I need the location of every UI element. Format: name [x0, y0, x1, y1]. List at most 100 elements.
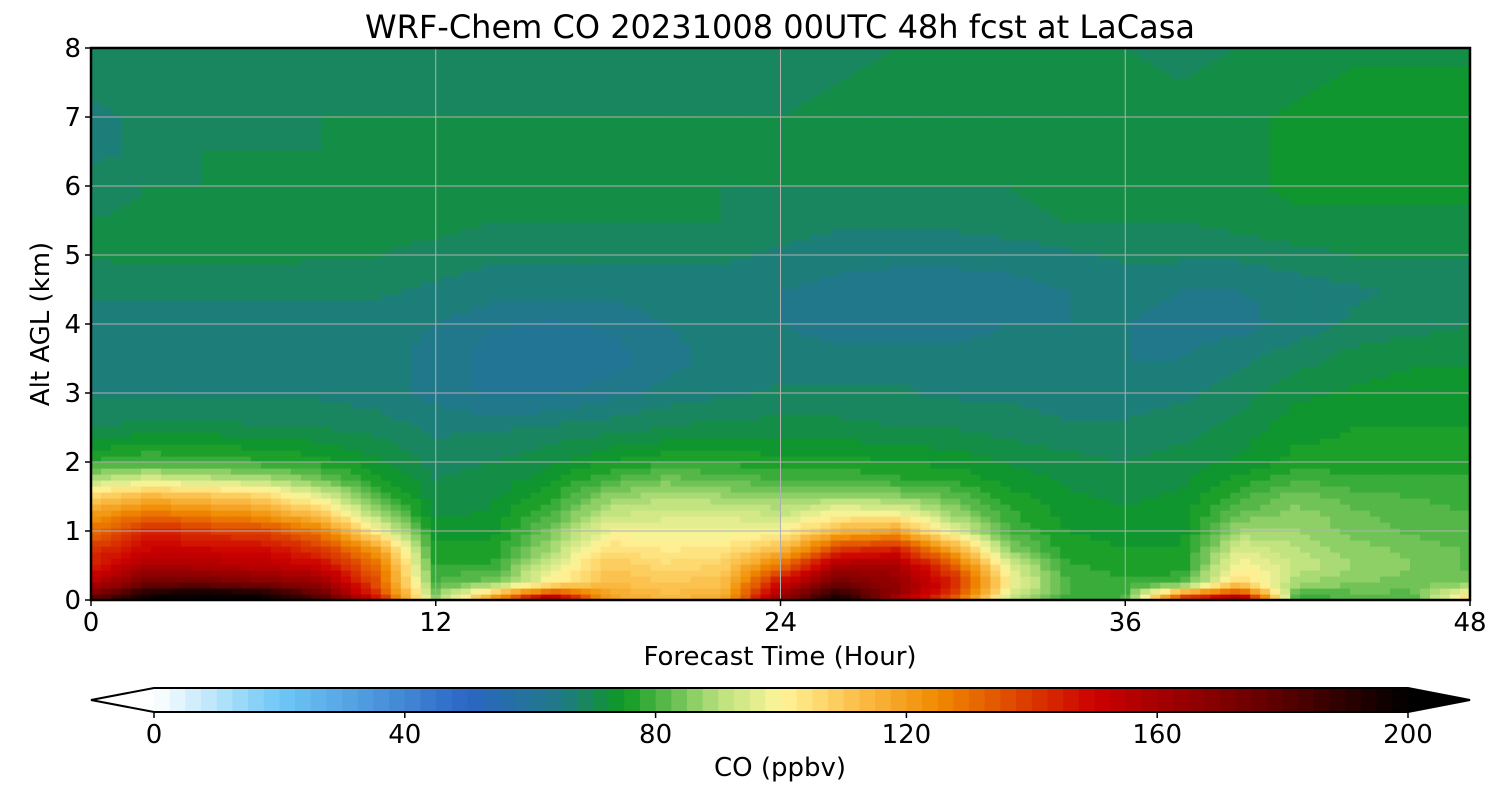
heatmap-cell — [1190, 414, 1201, 421]
heatmap-cell — [860, 582, 872, 589]
heatmap-cell — [600, 498, 612, 505]
heatmap-cell — [610, 552, 622, 559]
heatmap-cell — [100, 588, 112, 595]
heatmap-cell — [280, 468, 292, 475]
heatmap-cell — [780, 504, 792, 511]
heatmap-cell — [140, 564, 152, 571]
heatmap-cell — [890, 396, 902, 403]
heatmap-cell — [260, 534, 272, 541]
heatmap-cell — [920, 402, 931, 409]
heatmap-cell — [260, 540, 272, 547]
heatmap-cell — [220, 456, 232, 463]
heatmap-cell — [560, 396, 572, 403]
heatmap-cell — [1150, 492, 1161, 499]
heatmap-cell — [320, 564, 332, 571]
heatmap-cell — [240, 564, 252, 571]
heatmap-cell — [400, 516, 412, 523]
heatmap-cell — [910, 456, 921, 463]
heatmap-cell — [310, 456, 322, 463]
heatmap-cell — [820, 516, 832, 523]
heatmap-cell — [120, 486, 132, 493]
heatmap-cell — [470, 576, 482, 583]
heatmap-cell — [1370, 468, 1381, 475]
heatmap-cell — [480, 456, 492, 463]
heatmap-cell — [1070, 492, 1081, 499]
heatmap-cell — [1300, 516, 1311, 523]
heatmap-cell — [280, 474, 292, 481]
heatmap-cell — [170, 450, 182, 457]
heatmap-cell — [660, 456, 672, 463]
heatmap-cell — [1360, 492, 1371, 499]
heatmap-cell — [820, 462, 832, 469]
heatmap-cell — [580, 420, 592, 427]
heatmap-cell — [900, 450, 911, 457]
heatmap-cell — [91, 516, 102, 523]
heatmap-cell — [1210, 570, 1221, 577]
heatmap-cell — [1060, 546, 1071, 553]
heatmap-cell — [300, 456, 312, 463]
heatmap-cell — [700, 522, 712, 529]
heatmap-cell — [1210, 474, 1221, 481]
heatmap-cell — [630, 408, 642, 415]
heatmap-cell — [190, 462, 202, 469]
heatmap-cell — [1090, 504, 1101, 511]
heatmap-cell — [220, 522, 232, 529]
heatmap-cell — [1390, 516, 1401, 523]
heatmap-cell — [1080, 474, 1091, 481]
heatmap-cell — [960, 582, 971, 589]
heatmap-cell — [310, 402, 322, 409]
heatmap-cell — [660, 444, 672, 451]
heatmap-cell — [100, 534, 112, 541]
heatmap-cell — [420, 474, 432, 481]
heatmap-cell — [330, 474, 342, 481]
heatmap-cell — [91, 552, 102, 559]
heatmap-cell — [670, 474, 682, 481]
heatmap-cell — [1460, 492, 1471, 499]
heatmap-cell — [1210, 576, 1221, 583]
heatmap-cell — [890, 558, 902, 565]
heatmap-cell — [700, 492, 712, 499]
heatmap-cell — [660, 396, 672, 403]
heatmap-cell — [520, 462, 532, 469]
heatmap-cell — [740, 516, 752, 523]
heatmap-cell — [1440, 552, 1451, 559]
heatmap-cell — [750, 516, 762, 523]
heatmap-cell — [900, 462, 911, 469]
heatmap-cell — [810, 414, 822, 421]
heatmap-cell — [690, 552, 702, 559]
heatmap-cell — [210, 486, 222, 493]
heatmap-cell — [1170, 540, 1181, 547]
heatmap-cell — [1030, 486, 1041, 493]
heatmap-cell — [520, 552, 532, 559]
heatmap-cell — [340, 564, 352, 571]
heatmap-cell — [1320, 582, 1331, 589]
heatmap-cell — [820, 498, 832, 505]
heatmap-cell — [180, 480, 192, 487]
heatmap-cell — [950, 552, 961, 559]
heatmap-cell — [1330, 432, 1341, 439]
heatmap-cell — [250, 456, 262, 463]
heatmap-cell — [930, 510, 941, 517]
heatmap-cell — [1170, 402, 1181, 409]
heatmap-cell — [1200, 516, 1211, 523]
heatmap-cell — [250, 426, 262, 433]
heatmap-cell — [780, 474, 792, 481]
heatmap-cell — [150, 510, 162, 517]
heatmap-cell — [330, 444, 342, 451]
heatmap-cell — [370, 432, 382, 439]
heatmap-cell — [890, 438, 902, 445]
heatmap-cell — [1360, 420, 1371, 427]
heatmap-cell — [1180, 510, 1191, 517]
heatmap-cell — [560, 552, 572, 559]
heatmap-cell — [270, 534, 282, 541]
heatmap-cell — [1260, 462, 1271, 469]
heatmap-cell — [1180, 570, 1191, 577]
heatmap-cell — [1150, 582, 1161, 589]
heatmap-cell — [1130, 408, 1141, 415]
heatmap-cell — [1230, 408, 1241, 415]
heatmap-cell — [140, 534, 152, 541]
heatmap-cell — [570, 432, 582, 439]
heatmap-cell — [890, 516, 902, 523]
heatmap-cell — [1190, 582, 1201, 589]
heatmap-cell — [91, 576, 102, 583]
